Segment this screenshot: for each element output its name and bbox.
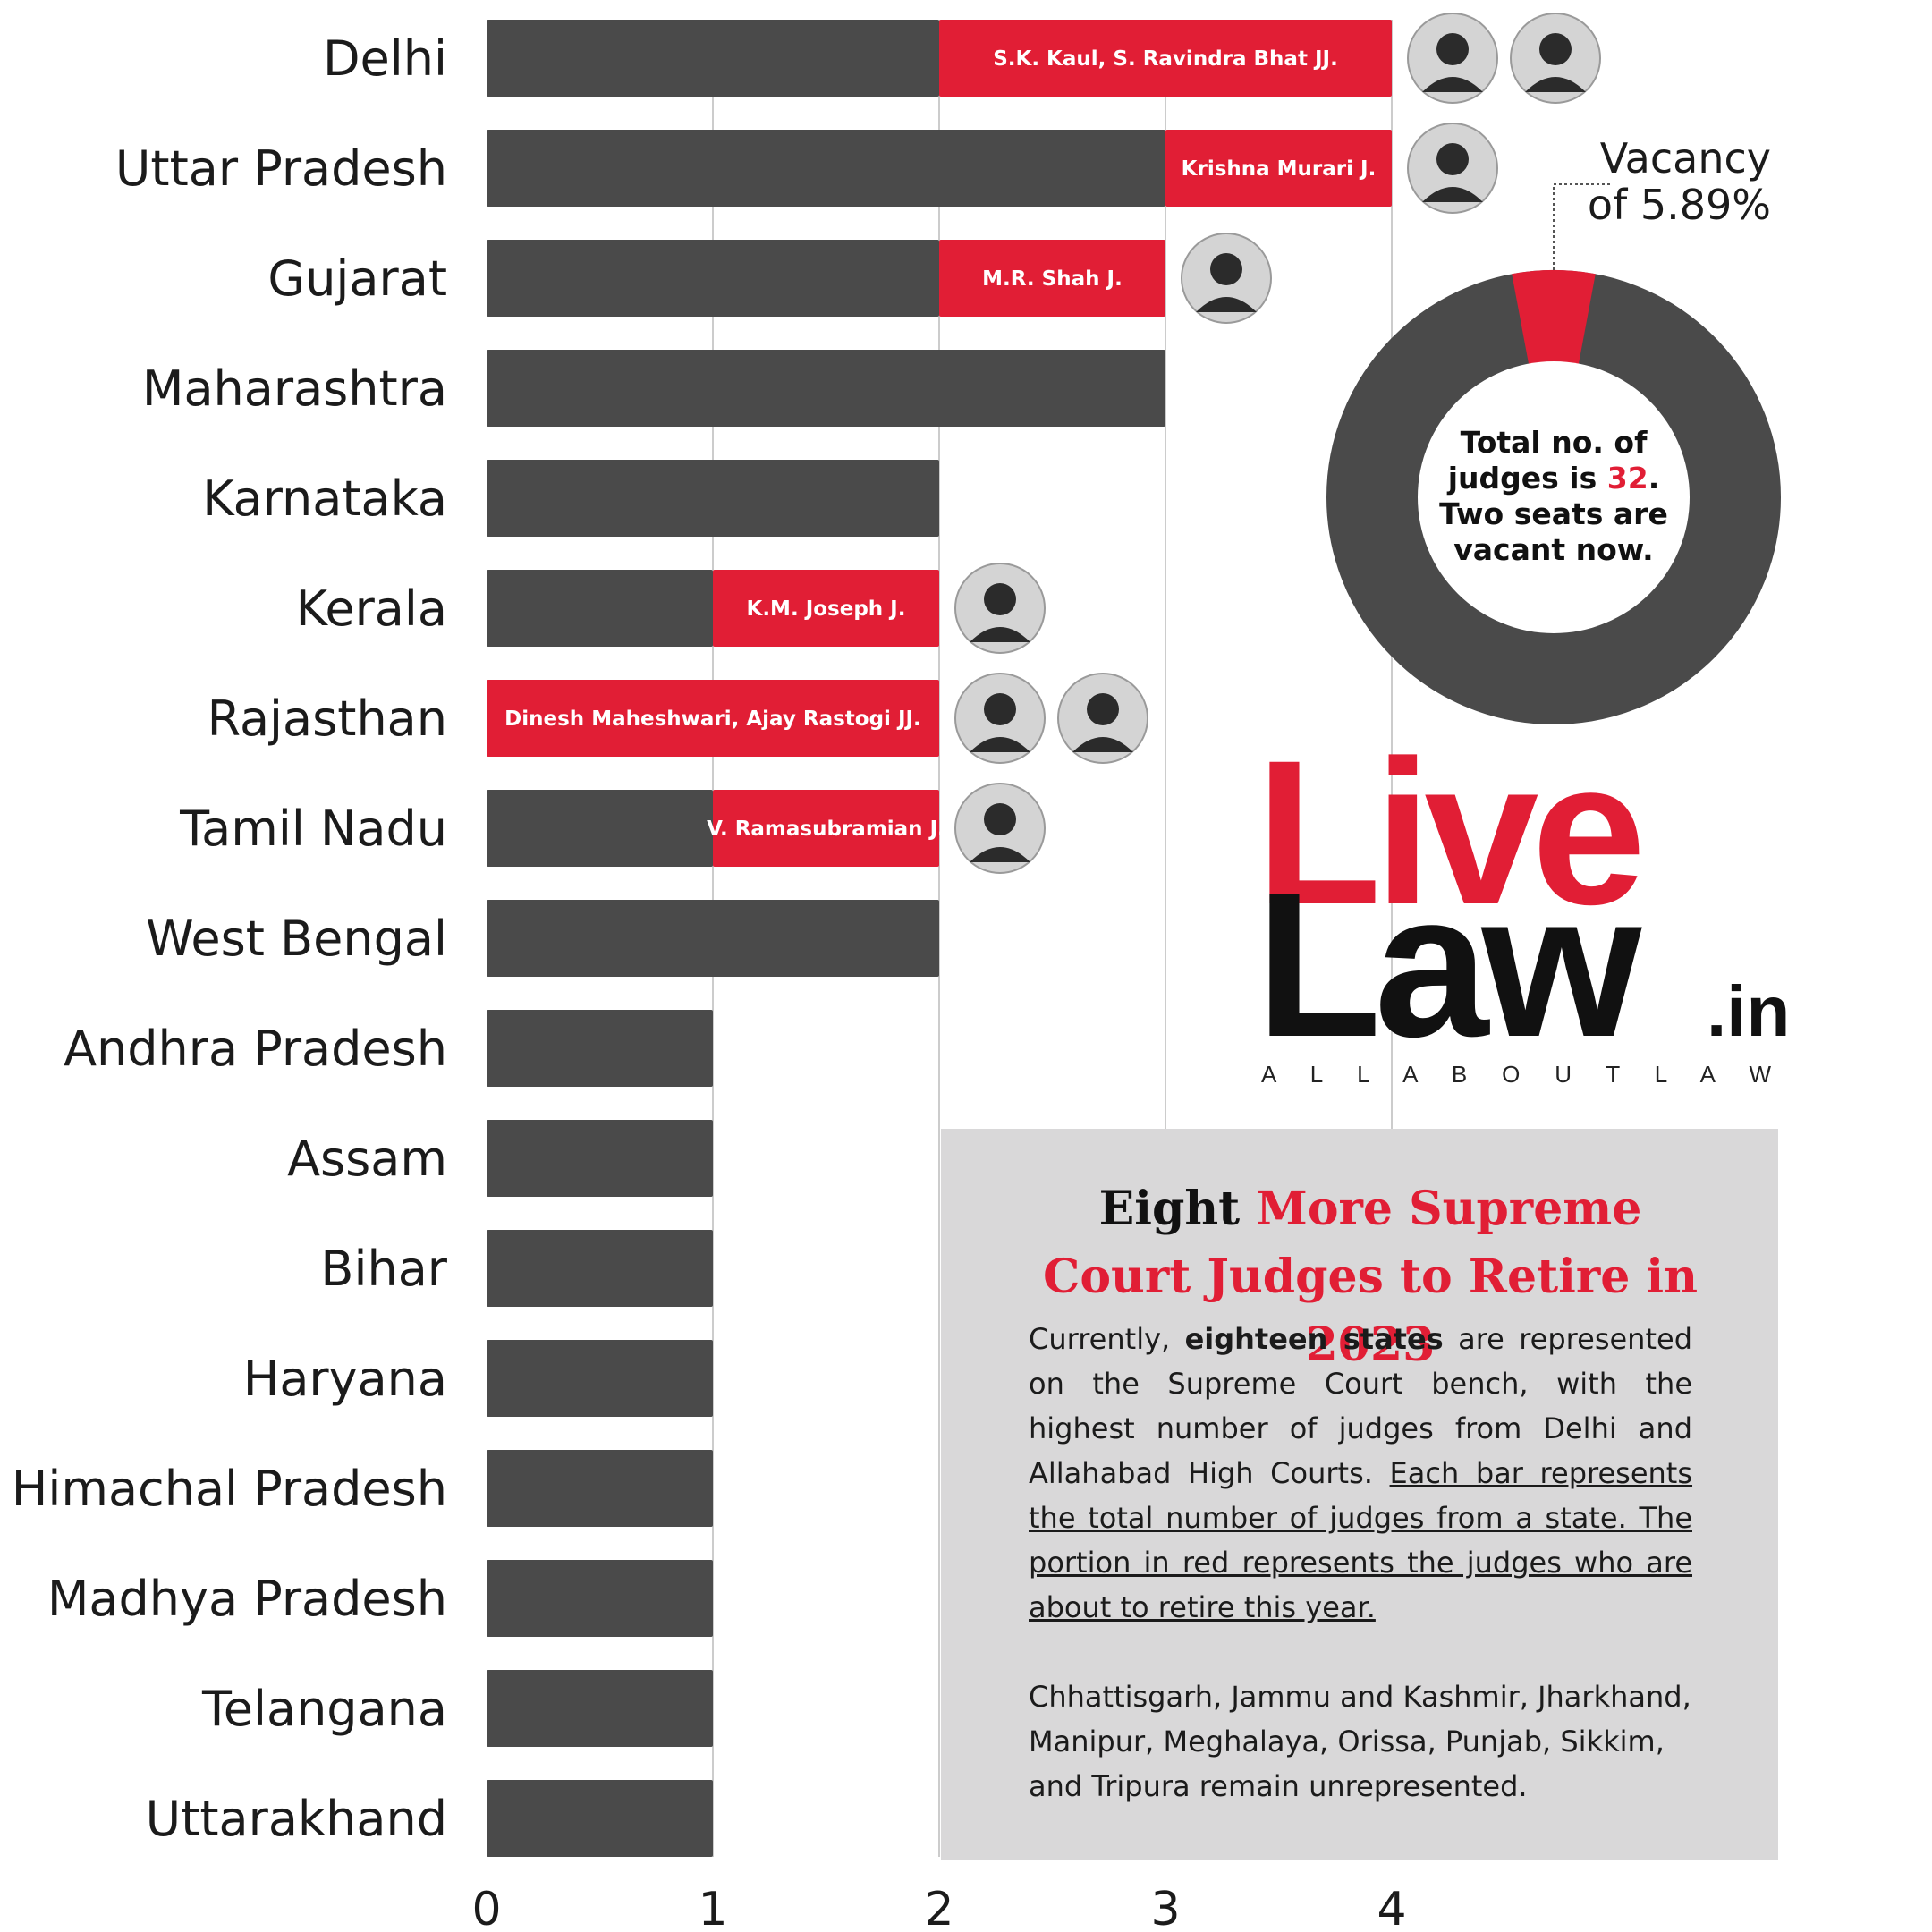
state-label-west-bengal: West Bengal (146, 911, 447, 967)
bars-group: S.K. Kaul, S. Ravindra Bhat JJ. Krishna M… (487, 20, 1392, 1857)
bar-continuing-assam (487, 1120, 713, 1197)
state-label-tamil-nadu: Tamil Nadu (179, 801, 447, 857)
state-label-telangana: Telangana (201, 1681, 447, 1737)
judge-portrait-delhi-1 (1407, 13, 1498, 104)
state-label-haryana: Haryana (243, 1351, 447, 1407)
bar-continuing-kerala (487, 570, 713, 647)
vacancy-label-line2: of 5.89% (1588, 181, 1771, 229)
donut-center-line4: vacant now. (1453, 532, 1653, 567)
x-tick-1: 1 (698, 1883, 727, 1932)
judge-portrait-gujarat-1 (1181, 233, 1272, 324)
bar-retiring-delhi (939, 20, 1392, 97)
info-p1-text-b: are represented on the Supreme Court ben… (1029, 1322, 1693, 1490)
bar-continuing-madhya-pradesh (487, 1560, 713, 1637)
x-axis-ticks: 0 1 2 3 4 (471, 1883, 1406, 1932)
donut-center-line3: Two seats are (1439, 496, 1668, 531)
x-tick-4: 4 (1377, 1883, 1406, 1932)
bar-continuing-uttarakhand (487, 1780, 713, 1857)
bar-continuing-haryana (487, 1340, 713, 1417)
livelaw-logo: Live Law .in A L L A B O U T L A W (1256, 717, 1790, 1088)
bar-retiring-gujarat (939, 240, 1165, 317)
judge-portrait-rajasthan-2 (1057, 673, 1148, 764)
bar-continuing-bihar (487, 1230, 713, 1307)
judge-portrait-tamil-nadu-1 (954, 783, 1046, 874)
state-label-uttar-pradesh: Uttar Pradesh (115, 140, 447, 197)
bar-continuing-karnataka (487, 460, 939, 537)
donut-center-line1: Total no. of (1461, 425, 1648, 460)
bar-continuing-andhra-pradesh (487, 1010, 713, 1087)
info-p1-text-a: Currently, (1029, 1322, 1185, 1356)
logo-law-text: Law (1256, 850, 1642, 1080)
info-title: Eight More Supreme Court Judges to Retir… (1030, 1175, 1710, 1379)
bar-continuing-tamil-nadu (487, 790, 713, 867)
judge-portrait-kerala-1 (954, 563, 1046, 654)
x-tick-0: 0 (471, 1883, 501, 1932)
state-label-andhra-pradesh: Andhra Pradesh (64, 1021, 447, 1077)
info-paragraph-2: Chhattisgarh, Jammu and Kashmir, Jharkha… (1029, 1680, 1691, 1803)
vacancy-leader-line (1553, 183, 1610, 270)
logo-tld-text: .in (1707, 971, 1790, 1051)
vacancy-label-line1: Vacancy (1600, 134, 1771, 182)
info-p1-bold: eighteen states (1184, 1322, 1444, 1356)
bar-retiring-uttar-pradesh (1165, 130, 1392, 207)
judge-portrait-rajasthan-1 (954, 673, 1046, 764)
donut-center-line2: judges is 32. (1446, 461, 1660, 496)
bar-continuing-gujarat (487, 240, 939, 317)
donut-vacancy-segment (1512, 270, 1596, 366)
state-labels: Delhi Uttar Pradesh Gujarat Maharashtra Karn… (12, 30, 448, 1847)
bar-retiring-rajasthan (487, 680, 939, 757)
portraits-group (954, 13, 1601, 874)
state-label-madhya-pradesh: Madhya Pradesh (47, 1571, 447, 1627)
state-label-delhi: Delhi (323, 30, 447, 87)
info-title-black: Eight (1098, 1182, 1241, 1236)
bar-continuing-telangana (487, 1670, 713, 1747)
state-label-karnataka: Karnataka (202, 470, 447, 527)
info-paragraph-1: Currently, eighteen states are represent… (1029, 1317, 1692, 1630)
state-label-assam: Assam (287, 1131, 447, 1187)
donut-hole (1418, 361, 1690, 633)
bar-retiring-tamil-nadu (713, 790, 939, 867)
bar-continuing-maharashtra (487, 350, 1165, 427)
judge-portrait-delhi-2 (1510, 13, 1601, 104)
state-label-uttarakhand: Uttarakhand (146, 1791, 447, 1847)
state-label-himachal-pradesh: Himachal Pradesh (12, 1461, 447, 1517)
vacancy-donut: Vacancy of 5.89% Total no. of judges is … (1326, 134, 1781, 724)
bar-continuing-delhi (487, 20, 939, 97)
state-label-bihar: Bihar (320, 1241, 447, 1297)
info-panel: Eight More Supreme Court Judges to Retir… (941, 1129, 1778, 1860)
retiring-judges-label-gujarat: M.R. Shah J. (982, 267, 1123, 291)
bar-continuing-uttar-pradesh (487, 130, 1165, 207)
state-label-kerala: Kerala (296, 580, 447, 637)
total-judges-value: 32 (1607, 461, 1648, 496)
info-title-red: More Supreme Court Judges to Retire in 2… (1042, 1182, 1698, 1372)
x-tick-3: 3 (1150, 1883, 1180, 1932)
state-label-gujarat: Gujarat (267, 250, 447, 307)
x-tick-2: 2 (924, 1883, 953, 1932)
info-p1-underline: Each bar represents the total number of … (1029, 1456, 1693, 1624)
state-label-rajasthan: Rajasthan (208, 691, 447, 747)
retiring-judges-label-tamil-nadu: V. Ramasubramian J. (707, 818, 945, 841)
logo-tagline: A L L A B O U T L A W (1261, 1061, 1771, 1088)
bar-continuing-himachal-pradesh (487, 1450, 713, 1527)
state-label-maharashtra: Maharashtra (142, 360, 447, 417)
retiring-judges-label-kerala: K.M. Joseph J. (747, 597, 906, 621)
retiring-judges-label-rajasthan: Dinesh Maheshwari, Ajay Rastogi JJ. (504, 708, 921, 731)
judge-portrait-uttar-pradesh-1 (1407, 123, 1498, 214)
logo-live-text: Live (1256, 717, 1640, 947)
retiring-judges-label-delhi: S.K. Kaul, S. Ravindra Bhat JJ. (993, 47, 1338, 71)
retiring-judges-label-uttar-pradesh: Krishna Murari J. (1182, 157, 1377, 181)
bar-retiring-kerala (713, 570, 939, 647)
bar-continuing-west-bengal (487, 900, 939, 977)
